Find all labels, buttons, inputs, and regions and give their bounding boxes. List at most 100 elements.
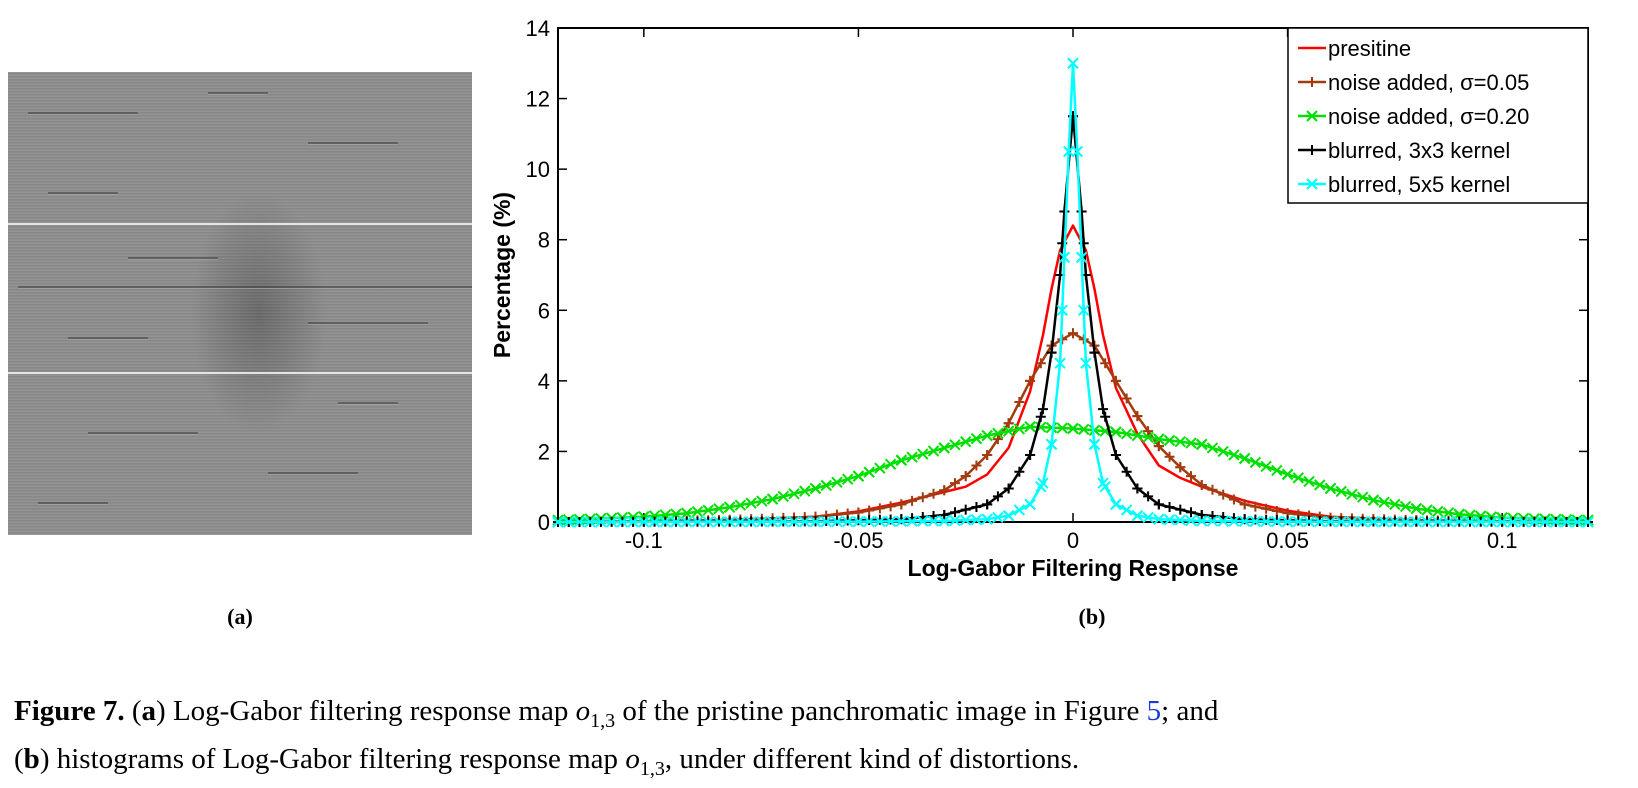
- series-2-marker: [756, 495, 768, 507]
- series-2-marker: [1196, 438, 1208, 451]
- series-2-marker: [992, 427, 1004, 440]
- series-1-marker: [1014, 397, 1025, 408]
- y-tick-label: 14: [526, 16, 550, 41]
- series-2-marker: [1013, 423, 1026, 435]
- series-4-marker: [1389, 516, 1401, 528]
- caption-text: ) histograms of Log-Gabor filtering resp…: [39, 742, 626, 775]
- series-4-marker: [1063, 145, 1075, 158]
- series-4-marker: [863, 515, 875, 528]
- series-4-marker: [938, 515, 950, 527]
- caption-text: (: [131, 695, 142, 727]
- series-2-marker: [702, 504, 714, 516]
- series-4-marker: [1174, 514, 1186, 526]
- series-4-marker: [917, 515, 929, 527]
- series-3-marker: [1271, 514, 1282, 525]
- series-4-marker: [605, 516, 618, 528]
- series-1-marker: [1121, 393, 1132, 404]
- series-4-marker: [1075, 251, 1088, 264]
- series-2-marker: [1324, 482, 1337, 495]
- series-4-marker: [595, 516, 607, 528]
- series-1-marker: [1207, 484, 1218, 495]
- figure-reference-link[interactable]: 5: [1146, 695, 1162, 727]
- caption-text: of the pristine panchromatic image in Fi…: [615, 695, 1147, 727]
- series-4-marker: [1571, 516, 1583, 528]
- legend-entry: noise added, σ=0.20: [1328, 104, 1529, 129]
- series-1-marker: [928, 488, 939, 499]
- series-3-marker: [1098, 404, 1109, 415]
- series-2-marker: [1378, 496, 1390, 508]
- series-2-marker: [852, 470, 865, 482]
- series-3-marker: [982, 499, 993, 510]
- series-2-marker: [1303, 475, 1315, 488]
- panel-b-label: (b): [1078, 604, 1106, 629]
- series-1-marker: [1035, 358, 1046, 369]
- series-4-marker: [949, 514, 961, 527]
- series-3-marker: [992, 491, 1003, 502]
- series-4-marker: [659, 516, 671, 528]
- series-4-marker: [648, 516, 661, 528]
- y-tick-label: 4: [538, 369, 550, 394]
- series-2-marker: [927, 445, 940, 457]
- series-4-marker: [1260, 515, 1272, 528]
- series-4-marker: [1346, 516, 1358, 528]
- series-4-marker: [927, 515, 940, 527]
- series-4-marker: [1080, 357, 1092, 369]
- series-3-marker: [1196, 509, 1207, 520]
- series-0-line: [557, 224, 1589, 524]
- legend-marker: [1307, 77, 1317, 87]
- histogram-chart: -0.1 -0.05 0 0.05 0.1 0 2 4 6 8 10 12 14 Log-Gabor Fi…: [489, 16, 1594, 581]
- series-2-marker: [745, 497, 757, 509]
- series-2-marker: [863, 466, 875, 478]
- x-tick-label: 0.05: [1266, 528, 1309, 553]
- series-2-marker: [906, 451, 918, 463]
- series-4-marker: [1539, 516, 1551, 528]
- series-4-marker: [1432, 516, 1444, 528]
- series-1-marker: [1164, 451, 1175, 462]
- series-4-marker: [1088, 438, 1101, 451]
- series-4-marker: [756, 516, 768, 528]
- y-tick-label: 0: [538, 510, 550, 535]
- series-2-marker: [1142, 431, 1154, 444]
- series-4-marker: [584, 516, 596, 528]
- series-3-marker: [1207, 511, 1218, 522]
- series-4-marker: [616, 516, 629, 528]
- series-2-marker: [1281, 468, 1294, 481]
- image-streak: [208, 92, 268, 95]
- series-4-marker: [1517, 516, 1530, 528]
- series-4-marker: [563, 516, 575, 528]
- series-2-marker: [884, 458, 897, 470]
- series-1-marker: [1186, 471, 1197, 482]
- series-2-marker: [1238, 452, 1251, 465]
- series-1-marker: [992, 434, 1003, 445]
- series-1-marker: [1143, 426, 1154, 437]
- legend-box: [1287, 27, 1589, 204]
- caption-symbol: o: [575, 695, 591, 727]
- series-1-marker: [1250, 501, 1261, 512]
- series-3-marker: [1132, 483, 1143, 494]
- series-4-marker: [970, 513, 983, 526]
- series-4-marker: [1367, 516, 1380, 528]
- series-4-marker: [981, 513, 993, 525]
- series-4-marker: [638, 516, 650, 528]
- series-2-marker: [1432, 505, 1444, 518]
- series-1-marker: [939, 485, 950, 496]
- series-2-marker: [831, 476, 843, 489]
- series-4-marker: [820, 515, 832, 528]
- legend-marker: [1306, 110, 1318, 122]
- series-4-marker: [1335, 516, 1347, 528]
- series-4-marker: [1196, 515, 1208, 527]
- series-2-marker: [895, 454, 908, 466]
- series-2-marker: [1346, 488, 1358, 501]
- panel-a-label: (a): [227, 604, 253, 629]
- series-3-marker: [1025, 449, 1036, 460]
- series-1-marker: [982, 449, 993, 460]
- series-2-marker: [809, 482, 822, 495]
- series-3-marker: [1110, 449, 1121, 460]
- series-4-marker: [1163, 513, 1176, 526]
- series-4-marker: [1314, 515, 1326, 528]
- series-4-marker: [745, 516, 757, 528]
- series-4-marker: [1153, 513, 1165, 525]
- series-2-marker: [1389, 498, 1401, 511]
- series-1-marker: [949, 478, 960, 489]
- series-2-marker: [638, 510, 650, 523]
